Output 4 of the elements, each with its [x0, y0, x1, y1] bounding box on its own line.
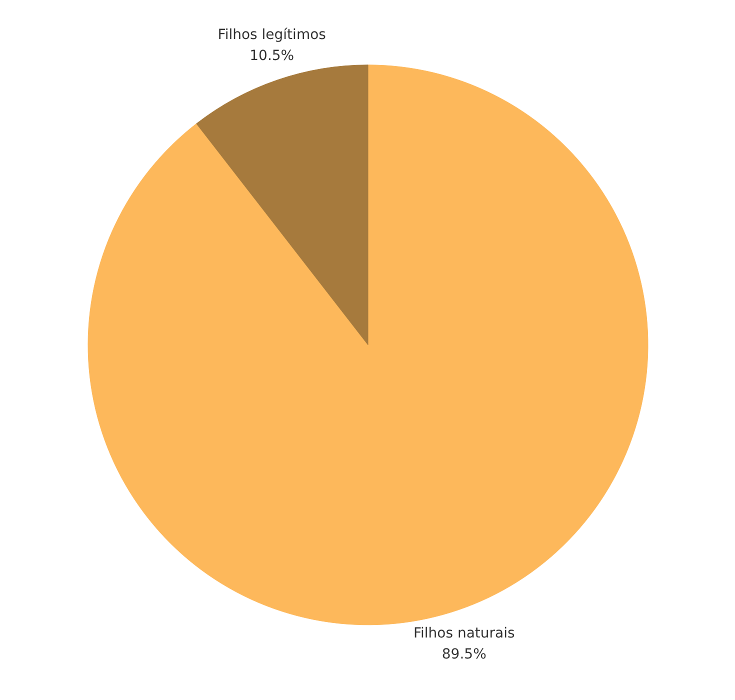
data-label: 10.5% — [250, 48, 294, 64]
slice-label: Filhos legítimos — [218, 27, 326, 44]
slice-label: Filhos naturais — [413, 626, 515, 642]
data-label: 89.5% — [442, 646, 486, 663]
